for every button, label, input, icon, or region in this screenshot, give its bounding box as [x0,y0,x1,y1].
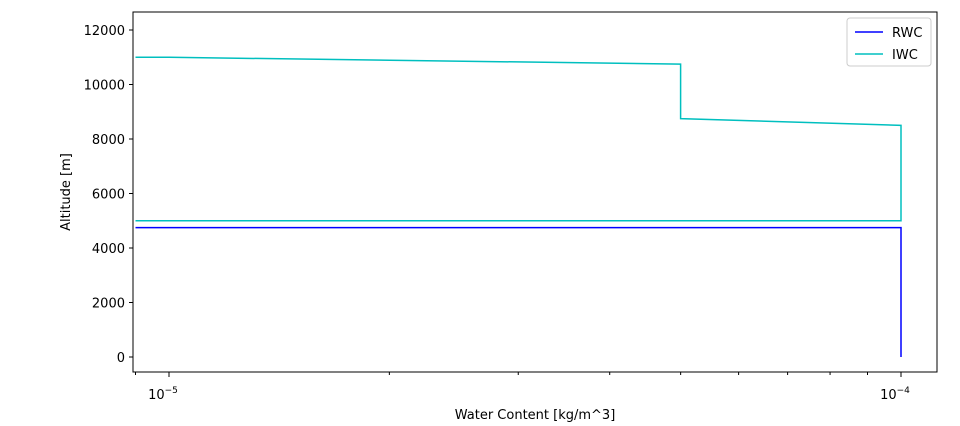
x-tick-label: 10−5 [148,386,178,403]
y-axis-label: Altitude [m] [59,153,74,231]
y-tick-label: 8000 [92,133,125,148]
legend: RWC IWC [846,17,932,67]
y-axis-ticks: 0 2000 4000 6000 8000 10000 12000 [84,24,133,366]
y-tick-label: 2000 [92,297,125,312]
series-layer [135,56,902,357]
plot-frame [132,11,938,373]
y-tick-label: 12000 [84,24,125,39]
series-line-rwc [135,226,902,357]
x-axis-label: Water Content [kg/m^3] [455,408,616,423]
y-tick-label: 10000 [84,79,125,94]
x-tick-label: 10−4 [880,386,910,403]
y-tick-label: 6000 [92,188,125,203]
x-axis-ticks: 10−5 10−4 [135,372,910,403]
y-tick-label: 4000 [92,242,125,257]
y-tick-label: 0 [117,351,125,366]
legend-label-rwc: RWC [892,26,922,41]
legend-label-iwc: IWC [892,48,918,63]
series-line-iwc [135,56,902,222]
